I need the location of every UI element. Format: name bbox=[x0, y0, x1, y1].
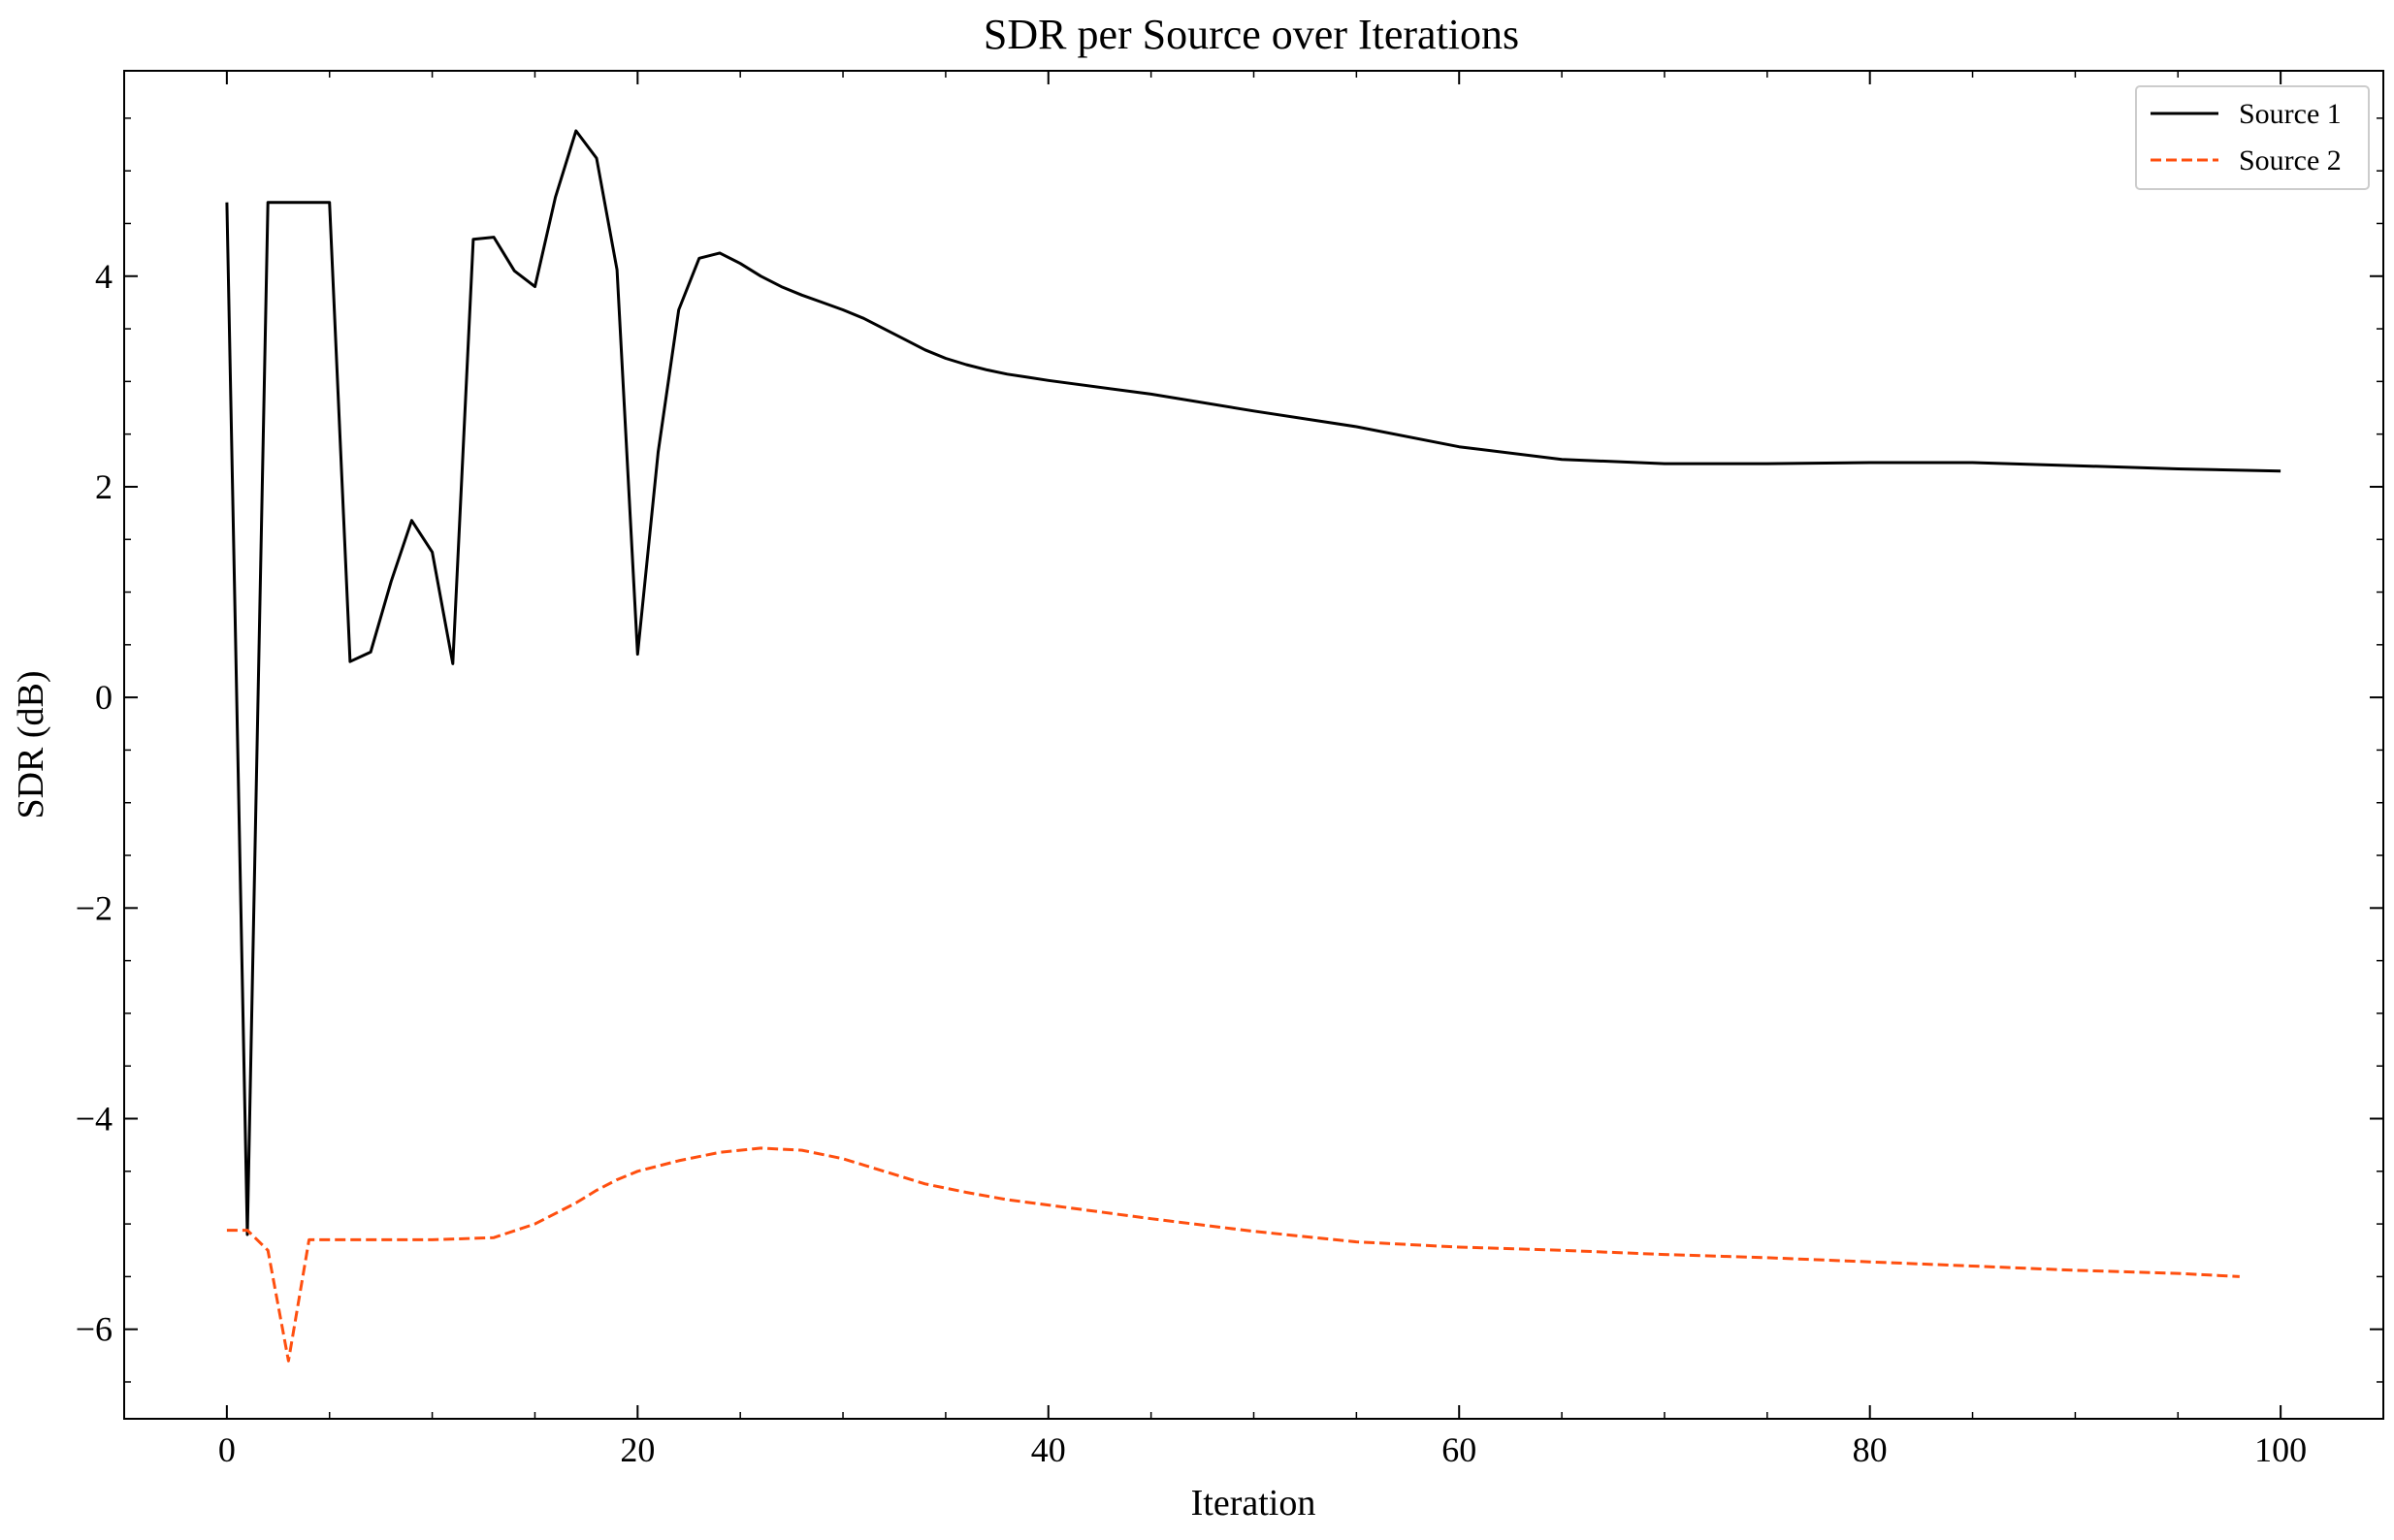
x-tick-label: 100 bbox=[2254, 1430, 2307, 1469]
x-axis-label: Iteration bbox=[1191, 1483, 1316, 1524]
x-tick-label: 40 bbox=[1031, 1430, 1066, 1469]
y-axis-label: SDR (dB) bbox=[11, 670, 51, 818]
legend-label-source-1: Source 1 bbox=[2239, 98, 2342, 130]
series-line-source-1 bbox=[225, 129, 2281, 1236]
y-tick-label: −4 bbox=[76, 1100, 113, 1139]
chart-title: SDR per Source over Iterations bbox=[984, 11, 1519, 58]
x-tick-label: 60 bbox=[1441, 1430, 1476, 1469]
axis-ticks: 0 20 40 60 80 100 −6 −4 −2 0 2 4 bbox=[76, 71, 2384, 1469]
y-tick-label: 2 bbox=[95, 467, 113, 506]
legend-label-source-2: Source 2 bbox=[2239, 144, 2342, 176]
y-tick-label: −2 bbox=[76, 888, 113, 927]
series-line-source-2 bbox=[226, 1146, 2240, 1363]
y-tick-label: −6 bbox=[76, 1310, 113, 1349]
series-layer bbox=[225, 129, 2281, 1363]
x-tick-label: 0 bbox=[218, 1430, 236, 1469]
y-tick-label: 4 bbox=[95, 257, 113, 296]
plot-frame bbox=[123, 70, 2384, 1420]
x-tick-label: 80 bbox=[1853, 1430, 1888, 1469]
legend[interactable]: Source 1 Source 2 bbox=[2135, 85, 2370, 190]
x-tick-label: 20 bbox=[620, 1430, 655, 1469]
y-tick-label: 0 bbox=[95, 678, 113, 717]
